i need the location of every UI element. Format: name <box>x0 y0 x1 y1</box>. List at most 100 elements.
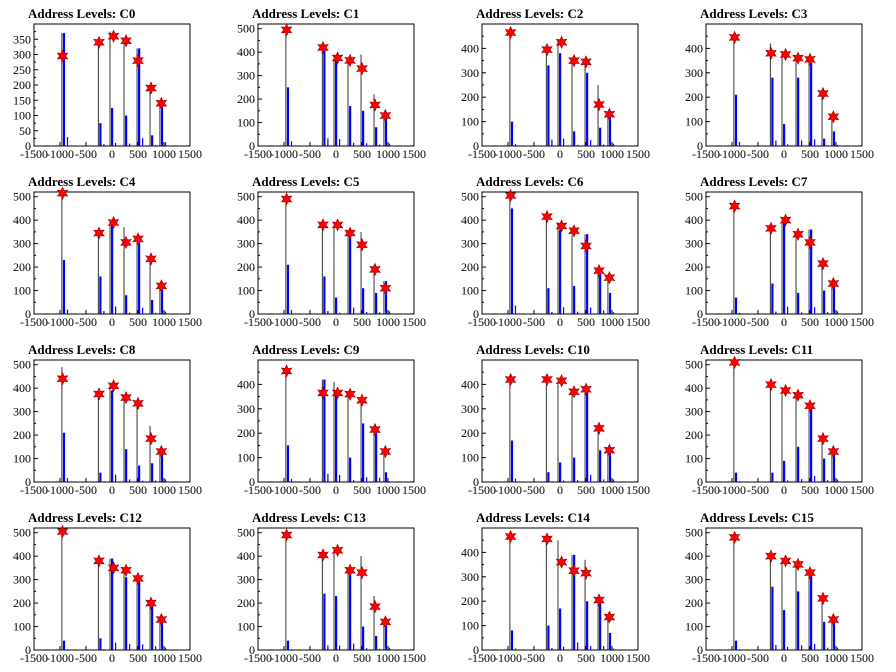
histogram-bar-minor <box>155 480 157 482</box>
x-tick-label: 1000 <box>152 483 176 497</box>
histogram-bar-minor <box>366 648 368 650</box>
x-tick-label: 0 <box>781 315 787 329</box>
peak-marker <box>504 372 517 387</box>
x-tick-label: -1000 <box>46 651 74 665</box>
peak-marker <box>779 47 792 62</box>
chart-svg: Address Levels: C13 0 100 200 300 400 500 -1500… <box>237 510 426 665</box>
y-tick-label: 400 <box>13 549 31 563</box>
histogram-bar <box>783 222 786 314</box>
x-tick-label: 0 <box>109 147 115 161</box>
peak-marker <box>317 548 329 562</box>
histogram-bar-minor <box>590 474 592 482</box>
x-tick-label: 500 <box>129 315 147 329</box>
histogram-bar-minor <box>612 648 615 650</box>
histogram-bar <box>734 94 738 146</box>
x-tick-label: -500 <box>523 651 545 665</box>
x-tick-label: 1500 <box>402 147 426 161</box>
chart-title: Address Levels: C8 <box>28 342 136 357</box>
histogram-bar-minor <box>836 647 839 650</box>
x-tick-label: 500 <box>801 147 819 161</box>
histogram-bar-minor <box>801 479 803 482</box>
histogram-bar <box>138 579 141 650</box>
histogram-bar <box>160 100 164 146</box>
peak-marker <box>317 218 329 232</box>
y-tick-label: 500 <box>237 526 255 540</box>
x-tick-label: 500 <box>577 651 595 665</box>
histogram-bar <box>286 445 290 482</box>
y-tick-label: 300 <box>461 237 479 251</box>
histogram-bar <box>384 621 388 650</box>
histogram-bar <box>832 131 836 146</box>
peak-marker <box>356 393 368 408</box>
histogram-bar-minor <box>66 136 69 146</box>
x-tick-label: -500 <box>75 147 97 161</box>
histogram-bar-minor <box>379 648 381 650</box>
histogram-bar-minor <box>115 642 117 650</box>
peak-marker <box>728 30 741 45</box>
x-tick-label: 1500 <box>626 483 650 497</box>
histogram-bar-minor <box>339 474 341 482</box>
x-tick-label: 1500 <box>402 315 426 329</box>
x-tick-label: -1000 <box>270 483 298 497</box>
x-tick-label: 0 <box>557 651 563 665</box>
x-tick-label: 1500 <box>626 147 650 161</box>
histogram-bar-minor <box>836 311 839 314</box>
peak-marker <box>541 42 553 57</box>
x-tick-label: 0 <box>557 483 563 497</box>
x-tick-label: -1500 <box>692 315 720 329</box>
histogram-bar <box>823 621 826 650</box>
histogram-bar <box>362 288 365 314</box>
histogram-bar <box>125 295 128 314</box>
y-tick-label: 500 <box>461 190 479 204</box>
peak-marker <box>132 53 144 68</box>
y-tick-label: 0 <box>249 307 255 321</box>
x-tick-label: 1500 <box>402 651 426 665</box>
histogram-bar <box>99 123 102 146</box>
x-tick-label: -1500 <box>692 651 720 665</box>
peak-marker <box>344 226 356 240</box>
y-tick-label: 500 <box>13 526 31 540</box>
histogram-bar <box>573 285 576 314</box>
x-tick-label: -1000 <box>718 147 746 161</box>
y-tick-label: 100 <box>461 451 479 465</box>
x-tick-label: -1500 <box>20 651 48 665</box>
x-tick-label: -500 <box>747 147 769 161</box>
histogram-bar <box>559 53 562 146</box>
histogram-bar-minor <box>290 310 293 314</box>
x-tick-label: 1500 <box>850 651 874 665</box>
histogram-bar-minor <box>388 647 391 650</box>
histogram-bar <box>586 601 589 650</box>
y-tick-label: 400 <box>13 213 31 227</box>
histogram-bar-minor <box>327 645 329 650</box>
y-tick-label: 0 <box>697 307 703 321</box>
x-tick-label: -1500 <box>468 315 496 329</box>
y-tick-label: 400 <box>461 545 479 559</box>
histogram-bar <box>823 458 826 482</box>
histogram-bar-minor <box>379 312 381 314</box>
peak-marker <box>765 221 777 236</box>
histogram-bar-minor <box>388 311 391 314</box>
x-tick-label: 0 <box>557 315 563 329</box>
peak-marker <box>155 96 168 111</box>
y-tick-label: 300 <box>461 402 479 416</box>
y-tick-label: 400 <box>461 213 479 227</box>
histogram-bar-minor <box>142 307 144 314</box>
chart-panel-12: Address Levels: C12 0 100 200 300 400 500 -1500… <box>0 504 224 672</box>
peak-marker <box>779 213 792 227</box>
x-tick-label: -1500 <box>244 651 272 665</box>
peak-marker <box>56 49 69 63</box>
x-tick-label: 0 <box>333 315 339 329</box>
y-tick-label: 200 <box>13 428 31 442</box>
chart-panel-5: Address Levels: C5 0 100 200 300 400 500 -1500-… <box>224 168 448 336</box>
peak-marker <box>603 610 616 624</box>
x-tick-label: 500 <box>129 651 147 665</box>
histogram-bar-minor <box>327 473 329 482</box>
chart-title: Address Levels: C1 <box>252 6 359 21</box>
peak-marker <box>593 421 605 436</box>
y-tick-label: 200 <box>13 260 31 274</box>
y-tick-label: 0 <box>25 475 31 489</box>
peak-marker <box>555 35 568 50</box>
histogram-bar <box>599 127 602 146</box>
peak-marker <box>145 81 157 95</box>
chart-panel-11: Address Levels: C11 0 100 200 300 400 500 -1500… <box>672 336 896 504</box>
